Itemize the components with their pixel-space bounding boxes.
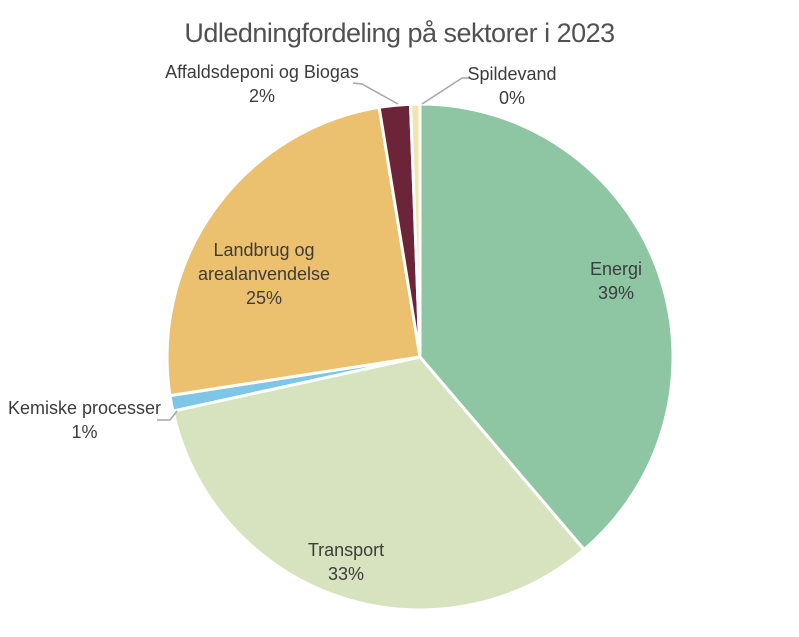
slice-label-value: 39% [597, 283, 635, 303]
slice-label-value: 33% [327, 564, 365, 584]
slice-label-value: 25% [245, 288, 283, 308]
slice-label-name: Kemiske processer [7, 398, 162, 418]
slice-label-kemiske-processer: Kemiske processer 1% [2, 396, 167, 444]
slice-label-name: Affaldsdeponi og Biogas [165, 62, 359, 82]
leader-line-spildevand [421, 77, 470, 105]
slice-label-value: 2% [248, 86, 275, 106]
slice-label-affaldsdeponi-biogas: Affaldsdeponi og Biogas 2% [142, 60, 382, 108]
slice-label-landbrug: Landbrug og arealanvendelse 25% [174, 238, 354, 310]
slice-label-name: Transport [307, 540, 385, 560]
pie-slice-energi [418, 102, 675, 552]
pie-slice-landbrug [165, 105, 422, 398]
pie-slice-spildevand [409, 102, 422, 359]
pie-slice-transport [171, 355, 586, 612]
leader-line-affaldsdeponi-biogas [352, 82, 399, 105]
slice-label-spildevand: Spildevand 0% [432, 62, 592, 110]
leader-line-kemiske-processer [157, 410, 178, 421]
chart-title: Udledningfordeling på sektorer i 2023 [184, 18, 615, 48]
slice-label-value: 0% [498, 88, 525, 108]
slice-label-energi: Energi 39% [536, 257, 696, 305]
slice-label-name: Energi [589, 259, 643, 279]
slice-label-transport: Transport 33% [266, 538, 426, 586]
slice-label-name: Spildevand [467, 64, 557, 84]
slice-label-value: 1% [71, 422, 98, 442]
slice-label-name: Landbrug og arealanvendelse [197, 240, 331, 284]
